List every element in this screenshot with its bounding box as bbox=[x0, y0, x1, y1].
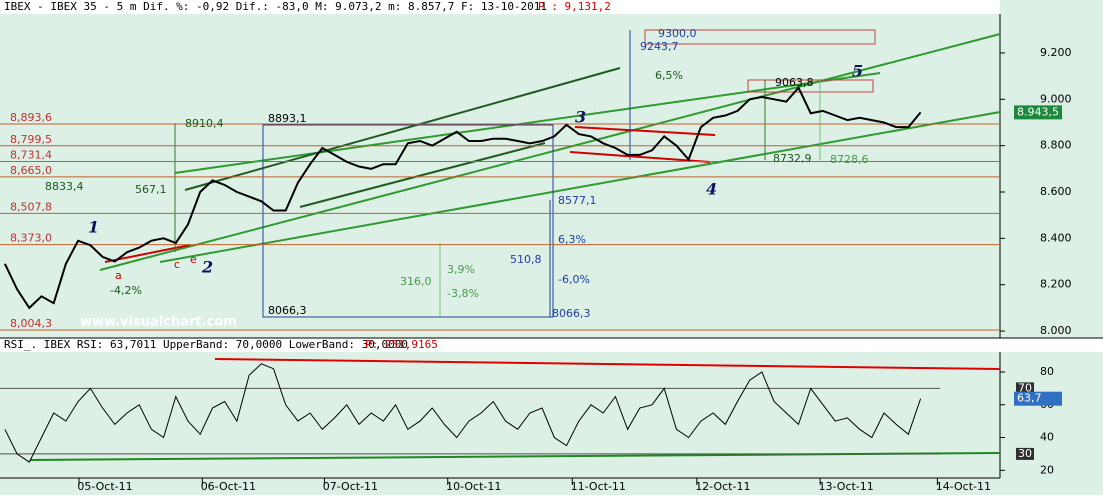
rsi-header-bar bbox=[0, 338, 1103, 352]
y-tick-label: 8.800 bbox=[1040, 139, 1072, 152]
level-label: 8,893,6 bbox=[10, 111, 52, 124]
annotation: 3,9% bbox=[447, 263, 475, 276]
annotation: 6,5% bbox=[655, 69, 683, 82]
band-box bbox=[1016, 447, 1034, 460]
level-label: 8,004,3 bbox=[10, 317, 52, 330]
drawings bbox=[29, 29, 1001, 461]
annotation: 8577,1 bbox=[558, 194, 597, 207]
y-tick-label: 8.000 bbox=[1040, 324, 1072, 337]
x-tick-label: 07-Oct-11 bbox=[323, 480, 378, 493]
annotation: 510,8 bbox=[510, 253, 542, 266]
annotation: 8833,4 bbox=[45, 180, 84, 193]
box bbox=[747, 79, 874, 93]
y-tick-label: 8.600 bbox=[1040, 185, 1072, 198]
trend-line bbox=[569, 151, 711, 163]
x-tick-label: 14-Oct-11 bbox=[936, 480, 991, 493]
x-tick-label: 13-Oct-11 bbox=[819, 480, 874, 493]
y-tick-label: 8.400 bbox=[1040, 231, 1072, 244]
last-value-box bbox=[1014, 105, 1062, 120]
annotation: c bbox=[174, 258, 180, 271]
rsi-trend-line bbox=[214, 358, 1001, 370]
x-tick-label: 12-Oct-11 bbox=[695, 480, 750, 493]
price-line bbox=[4, 363, 922, 463]
annotation: 8732,9 bbox=[773, 152, 812, 165]
trend-line bbox=[574, 126, 716, 136]
annotation: 9243,7 bbox=[640, 40, 679, 53]
annotation: 8066,3 bbox=[268, 304, 307, 317]
annotation: 567,1 bbox=[135, 183, 167, 196]
annotation: e bbox=[190, 253, 197, 266]
rsi-header: RSI_. IBEX RSI: 63,7011 UpperBand: 70,00… bbox=[4, 338, 408, 351]
last-value-box bbox=[1014, 391, 1062, 406]
y-tick-label: 20 bbox=[1040, 463, 1054, 476]
wave-label: 4 bbox=[706, 180, 717, 199]
annotation: 8893,1 bbox=[268, 112, 307, 125]
annotation: 8066,3 bbox=[552, 307, 591, 320]
rsi-header-price: P: 251,9165 bbox=[365, 338, 438, 351]
y-tick-label: 80 bbox=[1040, 365, 1054, 378]
header-info: IBEX - IBEX 35 - 5 m Dif. %: -0,92 Dif.:… bbox=[4, 0, 547, 13]
trend-line bbox=[99, 33, 1001, 271]
wave-label: 3 bbox=[575, 108, 586, 127]
wave-label: 5 bbox=[852, 62, 863, 81]
band-label: 70 bbox=[1018, 381, 1032, 394]
level-label: 8,507,8 bbox=[10, 200, 52, 213]
annotation: -6,0% bbox=[558, 273, 590, 286]
level-label: 8,373,0 bbox=[10, 232, 52, 245]
band-label: 30 bbox=[1018, 447, 1032, 460]
trend-line bbox=[174, 72, 881, 174]
trend-line bbox=[159, 111, 1001, 263]
level-label: 8,665,0 bbox=[10, 164, 52, 177]
last-value-label: 63,7 bbox=[1017, 392, 1042, 405]
annotation: 9063,8 bbox=[775, 76, 814, 89]
header-bar bbox=[0, 0, 1000, 14]
price-line bbox=[3, 85, 922, 310]
level-label: 8,731,4 bbox=[10, 149, 52, 162]
wave-label: 1 bbox=[88, 218, 99, 237]
x-tick-label: 05-Oct-11 bbox=[77, 480, 132, 493]
wave-label: 2 bbox=[201, 258, 213, 277]
annotation: 8910,4 bbox=[185, 117, 224, 130]
annotation: 8728,6 bbox=[830, 153, 869, 166]
x-tick-label: 10-Oct-11 bbox=[446, 480, 501, 493]
trend-line bbox=[184, 67, 621, 191]
annotation: 9300,0 bbox=[658, 27, 697, 40]
annotation: -3,8% bbox=[447, 287, 479, 300]
annotation: 316,0 bbox=[400, 275, 432, 288]
band-box bbox=[1016, 382, 1034, 395]
trend-line bbox=[299, 142, 546, 208]
annotation: 6,3% bbox=[558, 233, 586, 246]
annotation: a bbox=[115, 269, 122, 282]
box bbox=[644, 29, 876, 45]
annotation: -4,2% bbox=[110, 284, 142, 297]
y-tick-label: 9.200 bbox=[1040, 46, 1072, 59]
level-label: 8,799,5 bbox=[10, 133, 52, 146]
watermark: www.visualchart.com bbox=[80, 315, 237, 330]
y-tick-label: 40 bbox=[1040, 431, 1054, 444]
header-price: P : 9,131,2 bbox=[538, 0, 611, 13]
x-tick-label: 11-Oct-11 bbox=[571, 480, 626, 493]
last-value-label: 8.943,5 bbox=[1017, 105, 1059, 118]
y-tick-label: 9.000 bbox=[1040, 92, 1072, 105]
box bbox=[262, 124, 554, 318]
y-tick-label: 8.200 bbox=[1040, 278, 1072, 291]
x-tick-label: 06-Oct-11 bbox=[201, 480, 256, 493]
